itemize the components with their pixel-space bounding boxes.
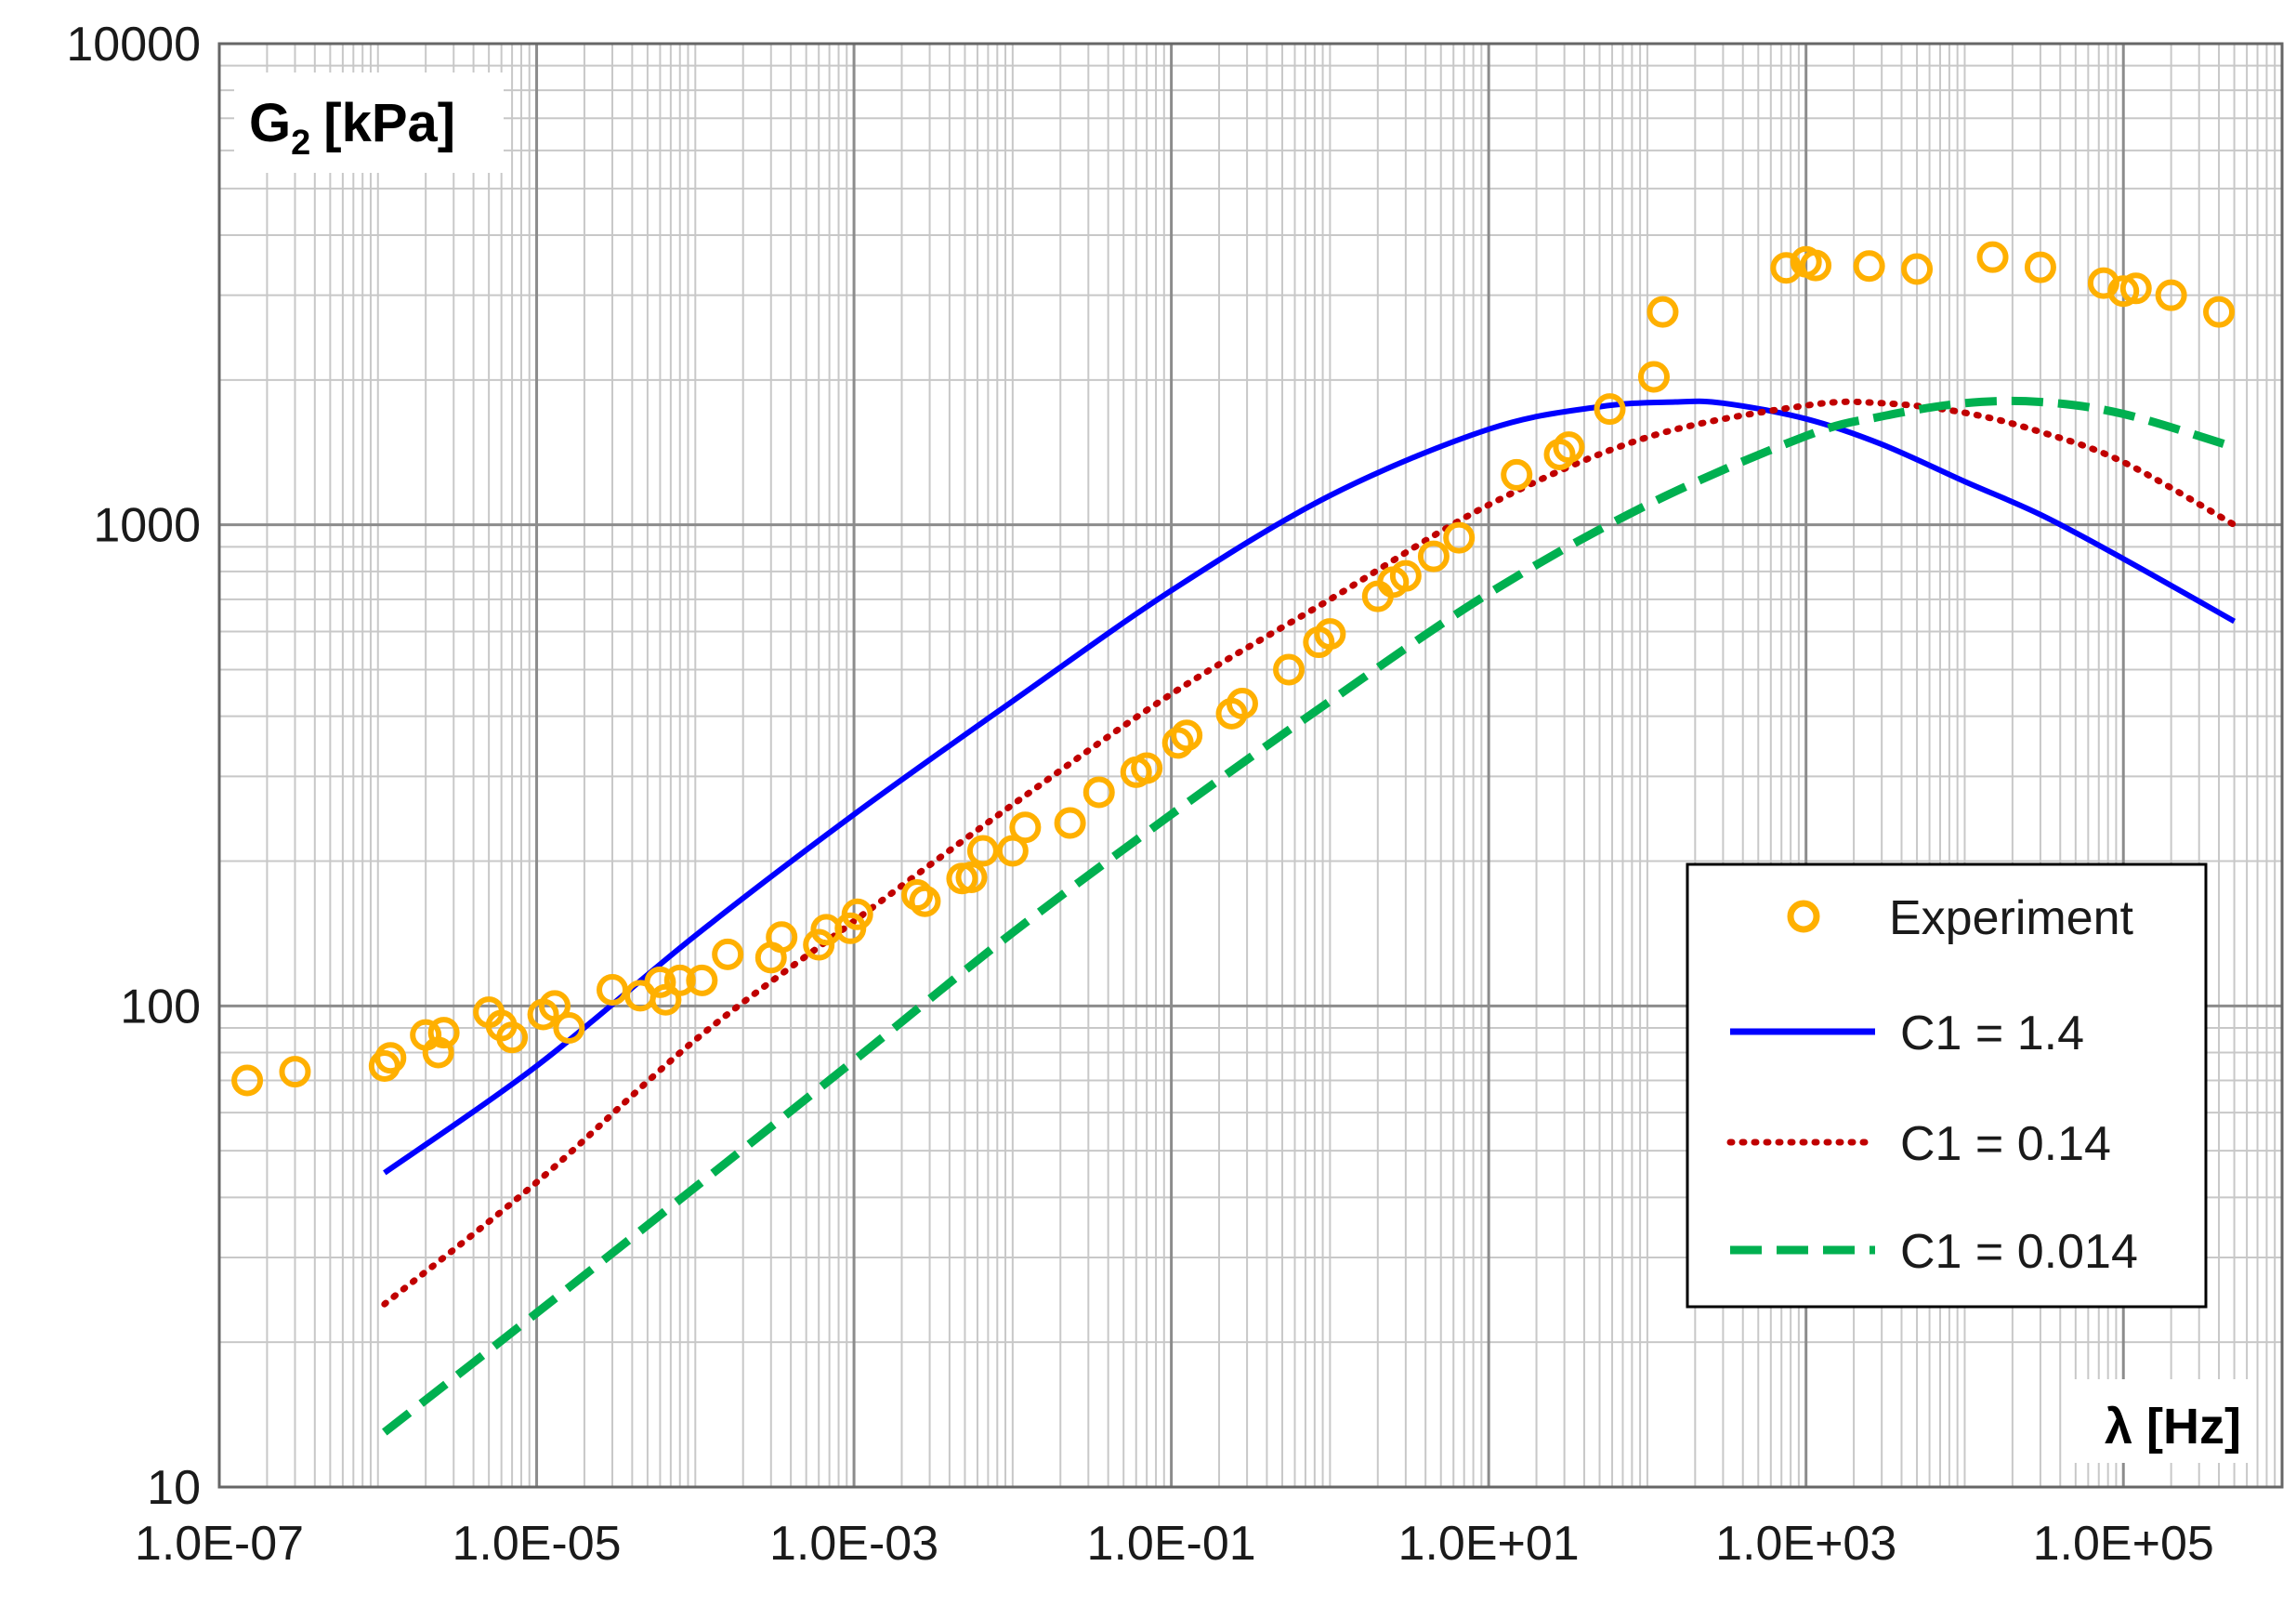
experiment-data-point bbox=[279, 1056, 311, 1088]
experiment-data-point bbox=[538, 990, 571, 1022]
x-axis-title-text: λ [Hz] bbox=[2105, 1399, 2241, 1455]
x-tick-label: 1.0E-01 bbox=[1087, 1517, 1256, 1571]
experiment-data-point bbox=[1054, 807, 1086, 839]
legend-box bbox=[1686, 862, 2208, 1309]
experiment-data-point bbox=[766, 921, 798, 954]
experiment-data-point bbox=[1594, 393, 1626, 426]
experiment-data-point bbox=[955, 862, 988, 894]
legend-marker-experiment bbox=[1787, 900, 1820, 933]
experiment-data-point bbox=[1637, 361, 1670, 393]
y-tick-label: 1000 bbox=[93, 499, 201, 553]
experiment-data-point bbox=[2155, 279, 2187, 311]
experiment-data-point bbox=[2024, 251, 2056, 283]
experiment-data-point bbox=[841, 898, 873, 930]
y-axis-title: G2 [kPa] bbox=[234, 72, 504, 173]
model-curves bbox=[381, 396, 2238, 1436]
x-tick-label: 1.0E-03 bbox=[769, 1517, 938, 1571]
experiment-data-point bbox=[1009, 811, 1042, 844]
experiment-data-point bbox=[1131, 752, 1163, 784]
experiment-data-point bbox=[644, 966, 676, 998]
experiment-data-point bbox=[1273, 653, 1305, 686]
experiment-data-point bbox=[1314, 618, 1346, 651]
y-tick-label: 100 bbox=[120, 980, 201, 1033]
plot-area-frame bbox=[217, 42, 2284, 1489]
series-line-c1-1-4 bbox=[383, 398, 2237, 1176]
experiment-data-point bbox=[597, 974, 629, 1007]
experiment-data-point bbox=[1901, 253, 1934, 285]
experiment-data-point bbox=[966, 835, 999, 867]
experiment-markers bbox=[231, 241, 2236, 1097]
experiment-data-point bbox=[2203, 296, 2236, 328]
legend-label-c1-0-014: C1 = 0.014 bbox=[1900, 1225, 2138, 1279]
legend-label-c1-1-4: C1 = 1.4 bbox=[1900, 1007, 2084, 1060]
experiment-data-point bbox=[231, 1064, 264, 1097]
legend-item-c1-1-4: C1 = 1.4 bbox=[1730, 1007, 2084, 1060]
experiment-data-point bbox=[496, 1021, 529, 1054]
experiment-data-point bbox=[1800, 249, 1832, 282]
experiment-data-point bbox=[1976, 241, 2009, 273]
experiment-data-point bbox=[1389, 559, 1422, 592]
experiment-data-point bbox=[374, 1042, 407, 1074]
experiment-data-point bbox=[1553, 431, 1585, 464]
x-tick-label: 1.0E-07 bbox=[135, 1517, 304, 1571]
y-tick-label: 10000 bbox=[66, 18, 201, 72]
experiment-data-point bbox=[2107, 275, 2140, 308]
legend-item-c1-0-014: C1 = 0.014 bbox=[1730, 1225, 2138, 1279]
series-line-c1-0-14 bbox=[381, 398, 2238, 1308]
legend-label-experiment: Experiment bbox=[1889, 891, 2134, 945]
experiment-data-point bbox=[422, 1036, 454, 1069]
legend-item-c1-0-14: C1 = 0.14 bbox=[1726, 1117, 2111, 1171]
experiment-data-point bbox=[1647, 296, 1679, 328]
experiment-data-point bbox=[1226, 688, 1258, 720]
y-axis-title-main: G bbox=[249, 93, 291, 153]
x-tick-label: 1.0E+03 bbox=[1715, 1517, 1896, 1571]
experiment-data-point bbox=[1853, 250, 1885, 283]
experiment-data-point bbox=[803, 928, 835, 961]
experiment-data-point bbox=[1417, 540, 1450, 573]
experiment-data-point bbox=[712, 938, 744, 970]
experiment-data-point bbox=[909, 885, 941, 917]
experiment-data-point bbox=[996, 835, 1029, 867]
x-tick-label: 1.0E+05 bbox=[2033, 1517, 2214, 1571]
svg-text:G2[kPa]: G2 [kPa] bbox=[249, 93, 455, 163]
experiment-data-point bbox=[1443, 521, 1476, 554]
experiment-data-point bbox=[1501, 458, 1533, 491]
experiment-data-point bbox=[1082, 776, 1115, 809]
legend-label-c1-0-14: C1 = 0.14 bbox=[1900, 1117, 2111, 1171]
experiment-data-point bbox=[1770, 252, 1803, 284]
experiment-data-point bbox=[663, 964, 696, 996]
legend-item-experiment: Experiment bbox=[1787, 891, 2134, 945]
x-axis-tick-labels: 1.0E-07 1.0E-05 1.0E-03 1.0E-01 1.0E+01 1.0E+… bbox=[135, 1517, 2214, 1571]
x-tick-label: 1.0E+01 bbox=[1398, 1517, 1580, 1571]
series-line-c1-0-014 bbox=[382, 396, 2236, 1436]
experiment-data-point bbox=[686, 964, 718, 996]
experiment-data-point bbox=[2119, 272, 2152, 305]
y-axis-title-unit: [kPa] bbox=[323, 93, 455, 153]
experiment-data-point bbox=[1171, 719, 1203, 752]
experiment-data-point bbox=[553, 1012, 585, 1045]
y-tick-label: 10 bbox=[147, 1461, 201, 1515]
experiment-data-point bbox=[427, 1017, 460, 1049]
x-axis-title: λ [Hz] bbox=[2067, 1379, 2253, 1463]
y-axis-title-subscript: 2 bbox=[291, 124, 310, 163]
x-tick-label: 1.0E-05 bbox=[452, 1517, 621, 1571]
y-axis-tick-labels: 10 100 1000 10000 bbox=[66, 18, 201, 1515]
legend: Experiment C1 = 1.4 C1 = 0.14 C1 = 0.014 bbox=[1686, 862, 2208, 1309]
minor-gridlines bbox=[219, 44, 2282, 1487]
